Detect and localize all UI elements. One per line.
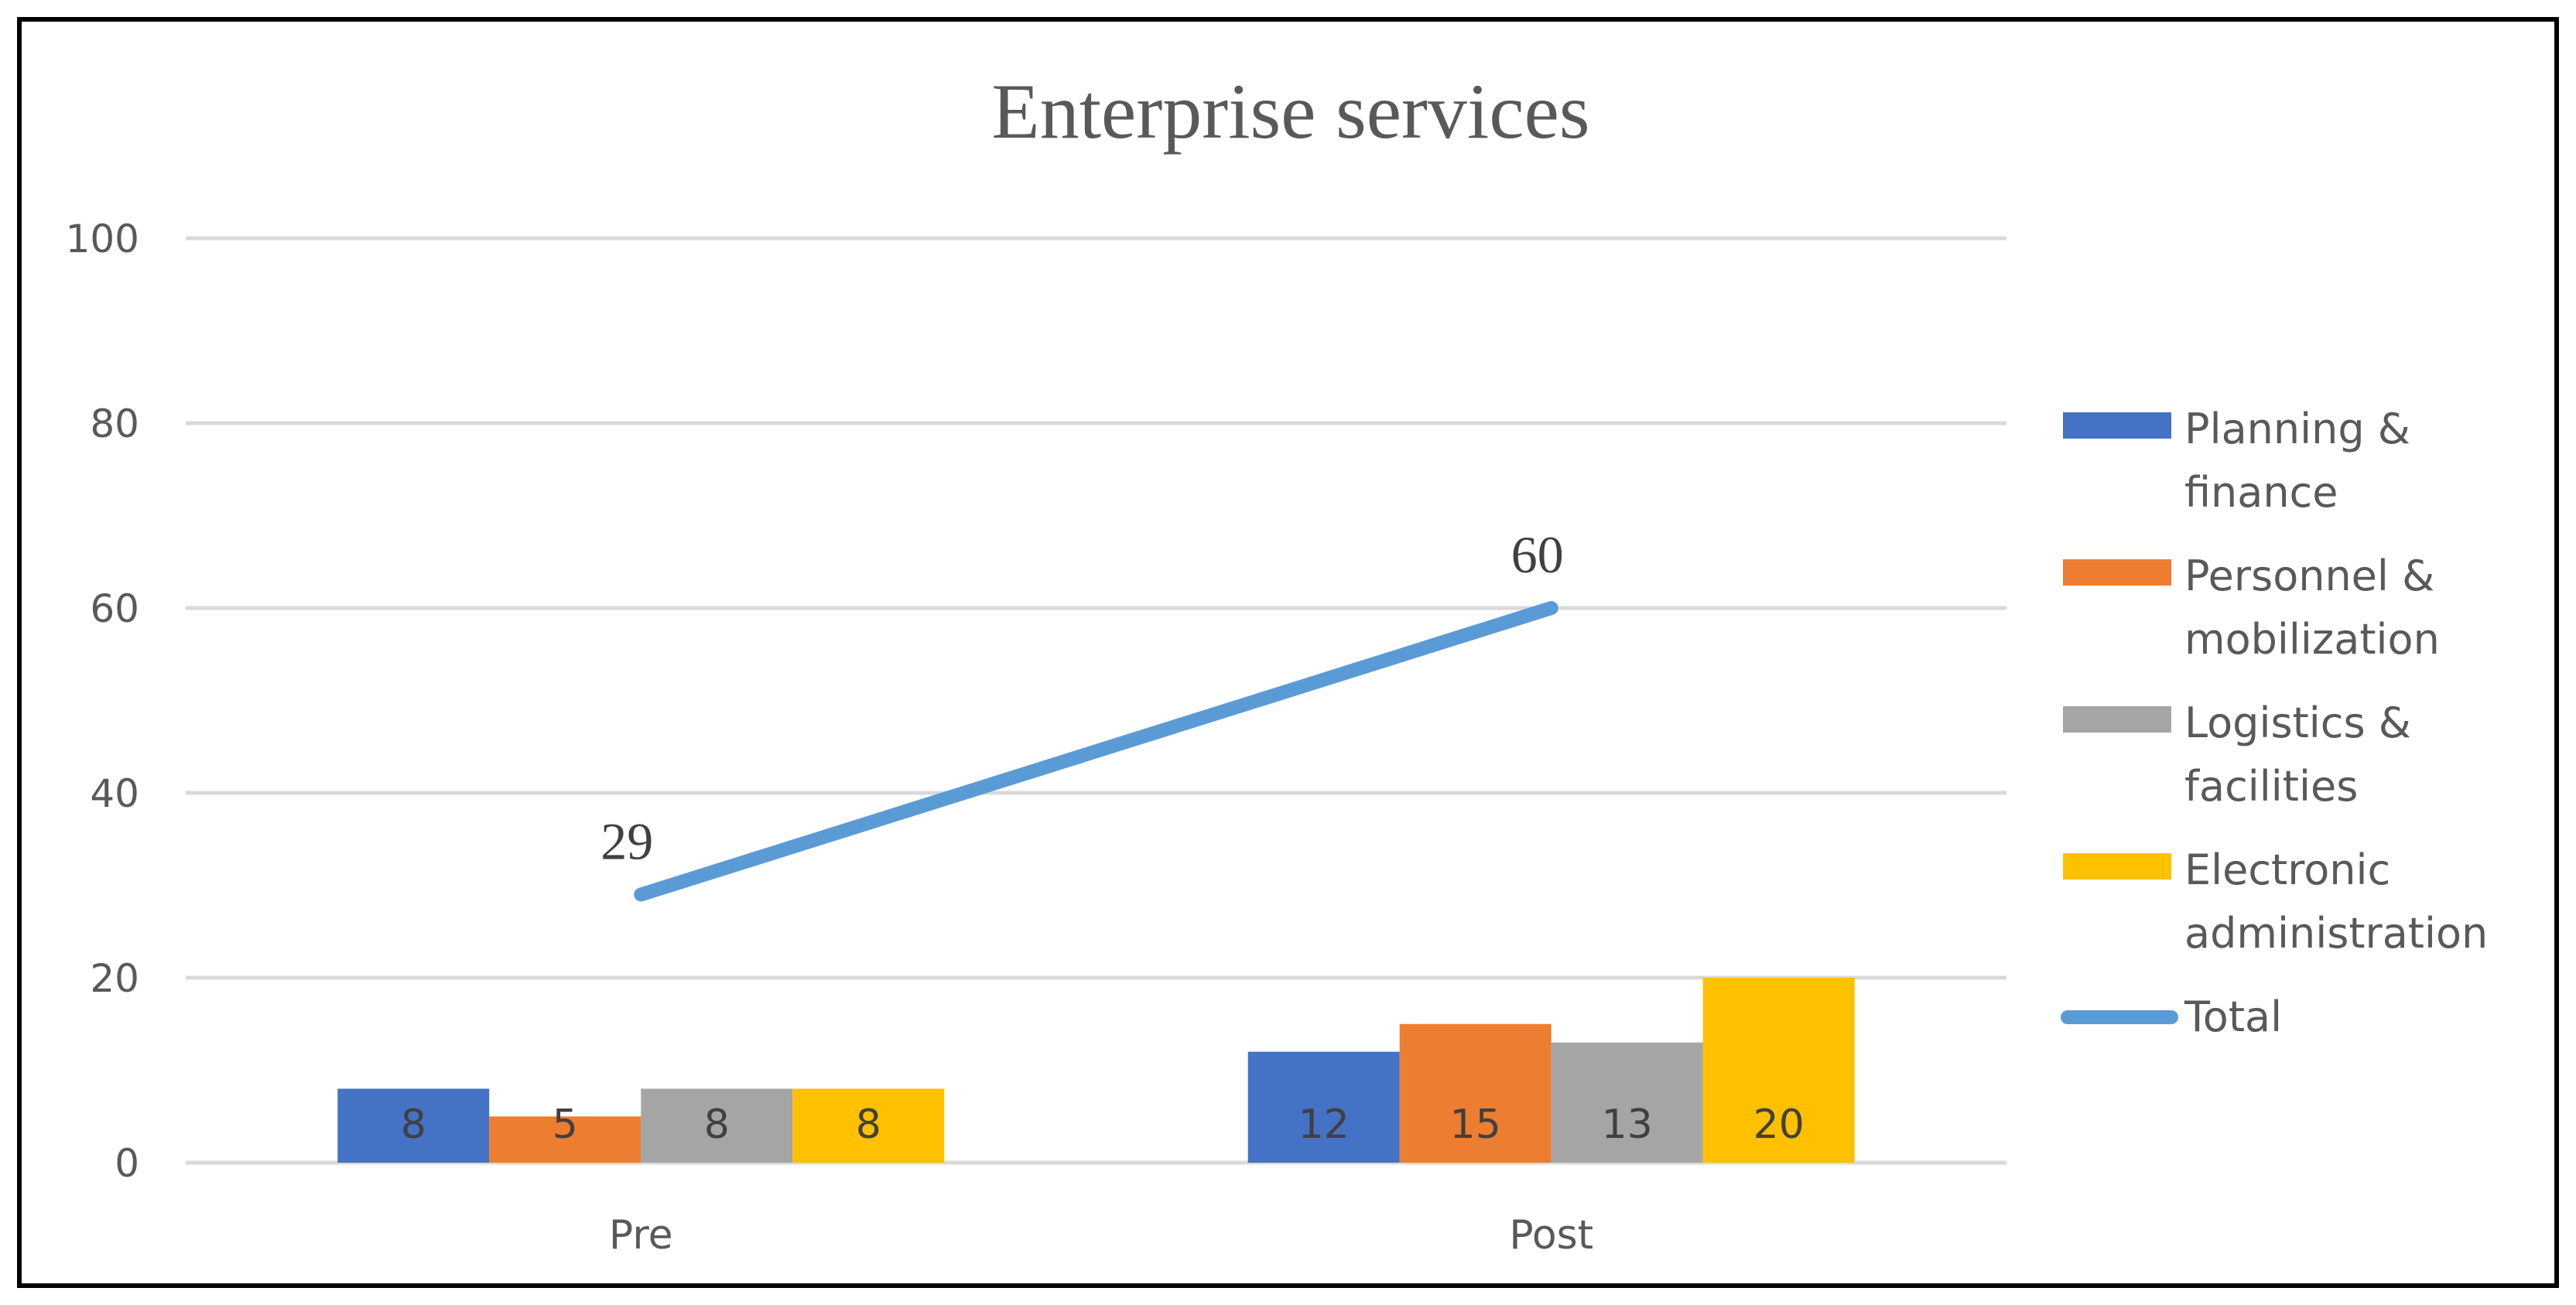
legend-swatch-planning-finance — [2063, 412, 2171, 439]
legend-label-personnel-mobilization-line-2: mobilization — [2184, 615, 2440, 664]
y-tick-label-40: 40 — [90, 771, 139, 816]
bar-personnel-mobilization-post — [1399, 1023, 1551, 1163]
y-tick-label-100: 100 — [66, 217, 139, 261]
bar-label-personnel-mobilization-pre: 5 — [552, 1102, 578, 1148]
chart-frame: Enterprise services 0 20 40 60 80 100 8 5 8 8 12 1… — [17, 17, 2559, 1288]
legend-swatch-logistics-facilities — [2063, 706, 2171, 733]
bar-label-electronic-administration-post: 20 — [1753, 1102, 1805, 1148]
total-data-label-post: 60 — [1511, 525, 1564, 584]
total-line-series: 29 60 — [600, 525, 1564, 902]
bar-label-personnel-mobilization-post: 15 — [1450, 1102, 1501, 1148]
legend-swatch-electronic-administration — [2063, 853, 2171, 880]
bar-logistics-facilities-pre — [641, 1088, 793, 1163]
legend-label-logistics-facilities-line-1: Logistics & — [2184, 699, 2411, 747]
bar-planning-finance-post — [1247, 1051, 1400, 1163]
y-axis-tick-labels: 0 20 40 60 80 100 — [66, 217, 139, 1186]
legend-label-planning-finance-line-2: finance — [2184, 468, 2338, 517]
chart-svg: Enterprise services 0 20 40 60 80 100 8 5 8 8 12 1… — [66, 68, 2489, 1259]
bar-personnel-mobilization-pre — [489, 1116, 641, 1163]
bars: 8 5 8 8 12 15 13 20 — [337, 978, 1855, 1163]
legend: Planning & finance Personnel & mobilization… — [2061, 405, 2488, 1041]
bar-label-logistics-facilities-pre: 8 — [704, 1102, 730, 1148]
legend-label-planning-finance-line-1: Planning & — [2184, 405, 2410, 453]
bar-electronic-administration-pre — [792, 1088, 945, 1163]
bar-label-electronic-administration-pre: 8 — [856, 1102, 881, 1148]
bar-label-planning-finance-pre: 8 — [401, 1102, 426, 1148]
legend-label-electronic-administration-line-1: Electronic — [2184, 846, 2390, 894]
total-line — [634, 601, 1558, 902]
bar-planning-finance-pre — [337, 1088, 490, 1163]
legend-label-electronic-administration-line-2: administration — [2184, 909, 2488, 958]
y-tick-label-60: 60 — [90, 586, 139, 631]
total-data-label-pre: 29 — [600, 811, 653, 870]
bar-electronic-administration-post — [1702, 978, 1855, 1163]
chart-title: Enterprise services — [991, 68, 1589, 155]
x-category-label-pre: Pre — [609, 1212, 673, 1259]
legend-label-personnel-mobilization-line-1: Personnel & — [2184, 552, 2434, 600]
bar-label-logistics-facilities-post: 13 — [1602, 1102, 1653, 1148]
legend-swatch-personnel-mobilization — [2063, 559, 2171, 586]
legend-label-logistics-facilities-line-2: facilities — [2184, 762, 2358, 811]
x-category-label-post: Post — [1509, 1212, 1593, 1259]
y-tick-label-0: 0 — [115, 1141, 139, 1186]
y-tick-label-80: 80 — [90, 401, 139, 446]
bar-label-planning-finance-post: 12 — [1298, 1102, 1350, 1148]
bar-logistics-facilities-post — [1551, 1042, 1703, 1163]
legend-label-total-line-1: Total — [2184, 992, 2282, 1041]
x-axis-category-labels: Pre Post — [609, 1212, 1593, 1259]
y-tick-label-20: 20 — [90, 956, 139, 1001]
